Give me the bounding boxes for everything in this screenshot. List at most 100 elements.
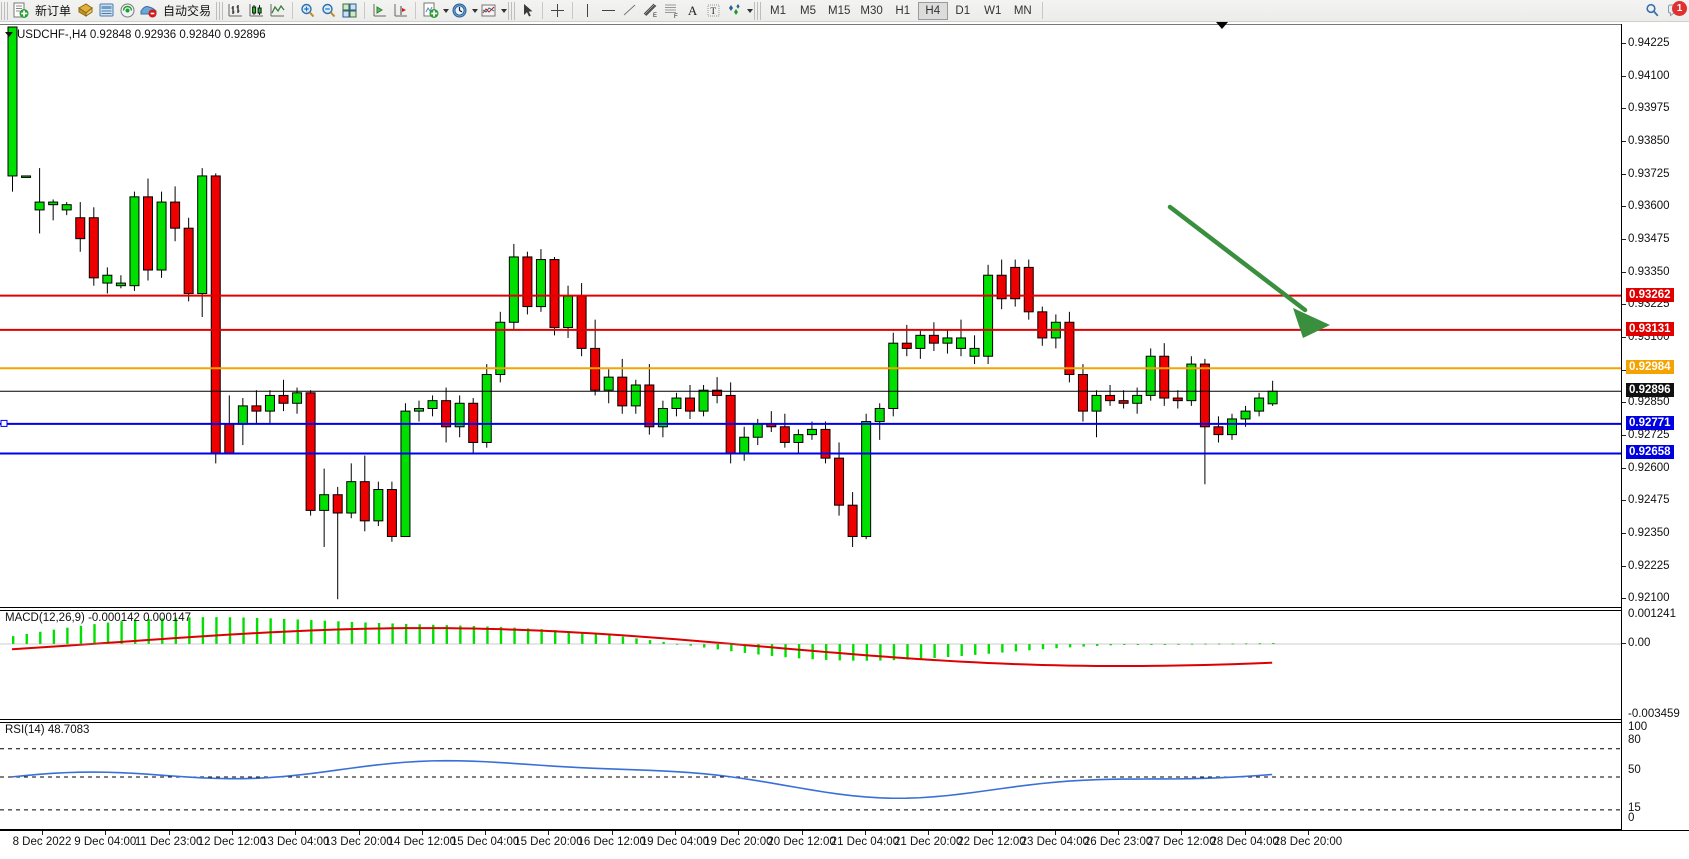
text-icon[interactable]: A (687, 2, 698, 18)
time-tick-label: 16 Dec 12:00 (577, 836, 646, 848)
price-tick (1622, 402, 1626, 404)
rsi-header: RSI(14) 48.7083 (5, 724, 90, 736)
objects-dropdown-caret[interactable] (747, 8, 754, 13)
timeframe-m30[interactable]: M30 (860, 4, 883, 17)
time-tick (42, 831, 43, 835)
chat-icon[interactable]: 1 (1663, 0, 1689, 21)
auto-trading-label[interactable]: 自动交易 (163, 4, 212, 18)
time-tick (358, 831, 360, 835)
time-tick (105, 831, 107, 835)
auto-scroll-icon[interactable] (369, 1, 390, 21)
price-level-tag[interactable]: 0.92984 (1626, 360, 1674, 375)
time-tick-label: 27 Dec 12:00 (1147, 836, 1216, 848)
toolbar-separator-2 (364, 2, 366, 19)
time-scale[interactable]: 8 Dec 2022 9 Dec 04:00 11 Dec 23:00 12 Dec … (0, 830, 1689, 859)
new-order-icon[interactable] (10, 1, 31, 21)
time-tick-label: 28 Dec 20:00 (1273, 836, 1343, 848)
rsi-tick-label: 15 (1628, 802, 1641, 814)
price-tick (1622, 434, 1626, 436)
time-tick (421, 831, 423, 835)
chart-shift-end-icon[interactable] (390, 1, 411, 21)
price-scale[interactable]: 0.94225 0.94100 0.93975 0.93850 0.93725 0.936… (1621, 24, 1689, 830)
time-tick-label: 19 Dec 04:00 (640, 836, 710, 848)
trendline-icon[interactable] (619, 1, 640, 21)
bar-chart-icon[interactable] (225, 1, 246, 21)
price-pane[interactable]: USDCHF-,H4 0.92848 0.92936 0.92840 0.928… (0, 24, 1621, 608)
toolbar-grip[interactable] (1, 1, 8, 20)
time-tick-label: 9 Dec 04:00 (74, 836, 137, 848)
objects-icon[interactable] (724, 1, 745, 21)
market-watch-icon[interactable] (75, 1, 96, 21)
crosshair-icon[interactable] (547, 1, 568, 21)
indicators-icon[interactable] (420, 1, 441, 21)
price-level-tag[interactable]: 0.92771 (1626, 415, 1674, 430)
search-icon[interactable] (1642, 1, 1663, 21)
time-tick-label: 12 Dec 12:00 (197, 836, 267, 848)
line-chart-icon[interactable] (267, 1, 288, 21)
time-tick (675, 831, 676, 835)
rsi-chart-svg (0, 748, 1621, 811)
chart-shift-marker[interactable] (1216, 22, 1228, 29)
toolbar-separator-4 (542, 2, 544, 19)
cursor-icon[interactable] (517, 1, 538, 21)
templates-icon[interactable] (478, 1, 499, 21)
fibonacci-icon[interactable]: F (661, 1, 682, 21)
time-tick (1244, 831, 1246, 835)
timeframe-h4[interactable]: H4 (917, 1, 948, 20)
price-tick (1622, 42, 1626, 44)
text-label-icon[interactable]: T (703, 1, 724, 21)
macd-chart-svg (0, 617, 1621, 668)
indicators-dropdown-caret[interactable] (443, 8, 450, 13)
rsi-tick-label: 50 (1628, 764, 1641, 776)
price-tick-label: 0.92100 (1628, 592, 1670, 605)
time-tick-label: 21 Dec 04:00 (830, 836, 900, 848)
rsi-tick-label: 0 (1628, 812, 1635, 824)
zoom-out-icon[interactable] (318, 1, 339, 21)
timeframe-m1[interactable]: M1 (770, 4, 787, 17)
timeframe-m5[interactable]: M5 (800, 4, 817, 17)
time-tick (738, 831, 740, 835)
price-level-tag[interactable]: 0.93262 (1626, 287, 1674, 302)
equidistant-channel-icon[interactable]: E (640, 1, 661, 21)
zoom-in-icon[interactable] (297, 1, 318, 21)
toolbar-separator (292, 2, 294, 19)
price-level-tag[interactable]: 0.93131 (1626, 321, 1674, 336)
data-window-icon[interactable] (96, 1, 117, 21)
price-level-tag[interactable]: 0.92896 (1626, 383, 1674, 398)
time-tick (485, 831, 487, 835)
toolbar-grip-3[interactable] (508, 1, 516, 20)
horizontal-line-icon[interactable] (598, 1, 619, 21)
time-tick-label: 13 Dec 04:00 (260, 836, 330, 848)
tile-windows-icon[interactable] (339, 1, 360, 21)
period-icon[interactable] (449, 1, 470, 21)
toolbar-grip-2[interactable] (216, 1, 224, 20)
time-tick (1054, 831, 1056, 835)
timeframe-mn[interactable]: MN (1013, 4, 1032, 17)
price-tick-label: 0.93725 (1628, 167, 1670, 180)
timeframe-d1[interactable]: D1 (955, 4, 971, 17)
timeframe-m15[interactable]: M15 (828, 4, 851, 17)
timeframe-w1[interactable]: W1 (984, 4, 1002, 17)
time-tick (991, 831, 993, 835)
vertical-line-icon[interactable] (577, 1, 598, 21)
macd-header: MACD(12,26,9) -0.000142 0.000147 (5, 612, 192, 624)
navigator-icon[interactable] (117, 1, 138, 21)
price-level-tag[interactable]: 0.92658 (1626, 445, 1674, 460)
price-tick (1622, 75, 1626, 77)
macd-tick-label: 0.001241 (1628, 608, 1676, 620)
rsi-pane[interactable]: RSI(14) 48.7083 (0, 722, 1621, 830)
timeframe-h1[interactable]: H1 (895, 4, 911, 17)
price-tick (1622, 173, 1626, 175)
chart-area[interactable]: USDCHF-,H4 0.92848 0.92936 0.92840 0.928… (0, 22, 1689, 859)
period-dropdown-caret[interactable] (472, 8, 479, 13)
price-tick-label: 0.94100 (1628, 69, 1670, 82)
chevron-down-icon[interactable] (5, 32, 13, 38)
templates-dropdown-caret[interactable] (501, 8, 508, 13)
new-order-label[interactable]: 新订单 (35, 4, 72, 18)
time-tick (864, 831, 866, 835)
terminal-icon[interactable] (138, 1, 159, 21)
toolbar-grip-4[interactable] (754, 1, 762, 20)
macd-pane[interactable]: MACD(12,26,9) -0.000142 0.000147 (0, 610, 1621, 720)
candlestick-chart-icon[interactable] (246, 1, 267, 21)
time-tick-label: 21 Dec 20:00 (893, 836, 963, 848)
